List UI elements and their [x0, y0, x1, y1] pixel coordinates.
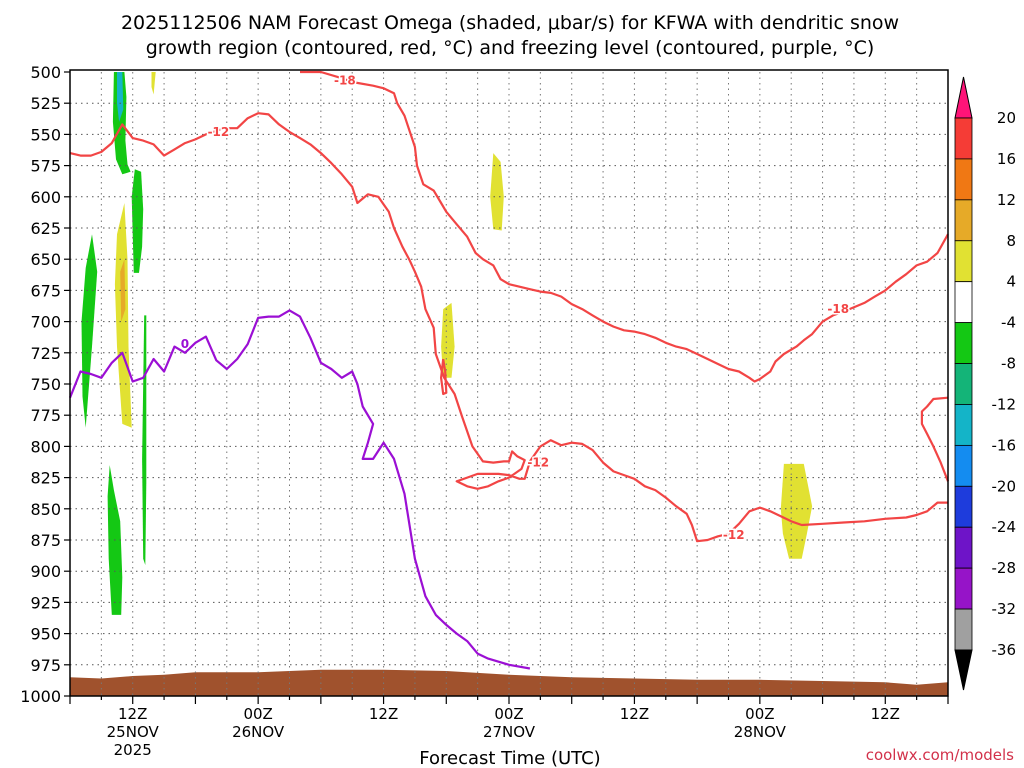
colorbar-segment: [954, 199, 973, 242]
colorbar-segment: [954, 117, 973, 160]
omega-yellow-3: [490, 153, 504, 231]
x-tick-label: 25NOV: [107, 723, 160, 741]
x-axis-label: Forecast Time (UTC): [419, 748, 600, 768]
y-tick-label: 875: [30, 531, 61, 550]
colorbar-label: 16: [997, 150, 1016, 168]
omega-yellow-5: [780, 463, 813, 559]
colorbar-top-arrow: [954, 76, 973, 119]
x-tick-label: 28NOV: [734, 723, 787, 741]
y-tick-label: 525: [30, 94, 61, 113]
y-tick-label: 575: [30, 157, 61, 176]
x-tick-label: 26NOV: [232, 723, 285, 741]
colorbar-segment: [954, 240, 973, 283]
x-tick-label: 00Z: [243, 705, 272, 723]
y-tick-label: 800: [30, 437, 61, 456]
y-tick-label: 825: [30, 469, 61, 488]
x-tick-label: 27NOV: [483, 723, 536, 741]
colorbar-segment: [954, 485, 973, 528]
colorbar-segment: [954, 526, 973, 569]
colorbar-label: 20: [997, 109, 1016, 127]
y-tick-label: 625: [30, 219, 61, 238]
colorbar-label: -16: [992, 436, 1017, 454]
omega-shading: [81, 72, 813, 615]
credit-text: coolwx.com/models: [866, 746, 1014, 764]
y-tick-label: 850: [30, 500, 61, 519]
chart-title-line-1: 2025112506 NAM Forecast Omega (shaded, μ…: [121, 12, 899, 34]
omega-orange-1: [120, 259, 126, 322]
y-tick-label: 675: [30, 281, 61, 300]
chart-title-line-2: growth region (contoured, red, °C) and f…: [146, 37, 875, 59]
freezing-level-0: [68, 309, 531, 670]
y-tick-label: 725: [30, 344, 61, 363]
colorbar-segment: [954, 281, 973, 324]
dgz-small-loop: [440, 358, 448, 396]
colorbar-segment: [954, 322, 973, 364]
contour-label: -18: [827, 302, 849, 316]
y-tick-label: 550: [30, 125, 61, 144]
colorbar-segment: [954, 404, 973, 446]
colorbar-bottom-arrow: [954, 649, 973, 691]
y-tick-label: 975: [30, 656, 61, 675]
colorbar-label: 12: [997, 191, 1016, 209]
omega-green-3: [81, 234, 98, 428]
contour-label: -12: [527, 456, 549, 470]
colorbar-label: -28: [992, 559, 1017, 577]
y-tick-label: 775: [30, 406, 61, 425]
y-tick-label: 950: [30, 625, 61, 644]
colorbar-label: -36: [992, 641, 1017, 659]
y-tick-label: 900: [30, 562, 61, 581]
omega-green-2: [131, 169, 144, 273]
colorbar-segment: [954, 363, 973, 405]
contour-label: 0: [181, 337, 189, 351]
colorbar-segment: [954, 444, 973, 487]
y-tick-label: 750: [30, 375, 61, 394]
y-tick-label: 500: [30, 63, 61, 82]
colorbar-label: -20: [992, 477, 1017, 495]
y-tick-label: 650: [30, 250, 61, 269]
y-tick-label: 600: [30, 188, 61, 207]
omega-yellow-1: [114, 203, 132, 428]
plot-frame: [69, 69, 949, 697]
contour-label: -12: [723, 528, 745, 542]
colorbar-label: -24: [992, 518, 1017, 536]
omega-green-4: [142, 315, 147, 565]
y-tick-label: 925: [30, 593, 61, 612]
colorbar-segment: [954, 158, 973, 201]
contour-label: -12: [208, 125, 230, 139]
colorbar-segment: [954, 567, 973, 610]
gridlines: [70, 72, 949, 696]
y-axis: 500 525 550 575 600 625 650 675 700 725 750 775 800 8…: [20, 63, 70, 706]
x-tick-label: 12Z: [620, 705, 649, 723]
x-tick-label: 12Z: [871, 705, 900, 723]
omega-yellow-2: [151, 72, 156, 95]
colorbar: 20 16 12 8 4 -4 -8 -12 -16 -20 -24 -28 -32 -36: [954, 76, 1017, 691]
colorbar-segment: [954, 608, 973, 651]
colorbar-label: -12: [992, 395, 1017, 413]
x-tick-label: 00Z: [745, 705, 774, 723]
y-tick-label: 1000: [20, 687, 61, 706]
dgz-minus-18: [300, 70, 949, 383]
colorbar-label: -8: [1001, 355, 1016, 373]
colorbar-label: 4: [1006, 273, 1016, 291]
x-tick-label: 12Z: [118, 705, 147, 723]
x-tick-label: 2025: [114, 741, 152, 759]
y-tick-label: 700: [30, 313, 61, 332]
x-tick-label: 12Z: [369, 705, 398, 723]
colorbar-label: 8: [1006, 232, 1016, 250]
x-tick-label: 00Z: [494, 705, 523, 723]
omega-teal-1: [117, 72, 124, 122]
dgz-minus-12: [69, 112, 948, 543]
contour-label: -18: [334, 74, 356, 88]
dgz-minus-12-lower: [920, 396, 950, 482]
colorbar-label: -4: [1001, 314, 1016, 332]
contour-lines: -18 -12 -12 -12 -18 0: [68, 70, 950, 670]
colorbar-label: -32: [992, 600, 1017, 618]
